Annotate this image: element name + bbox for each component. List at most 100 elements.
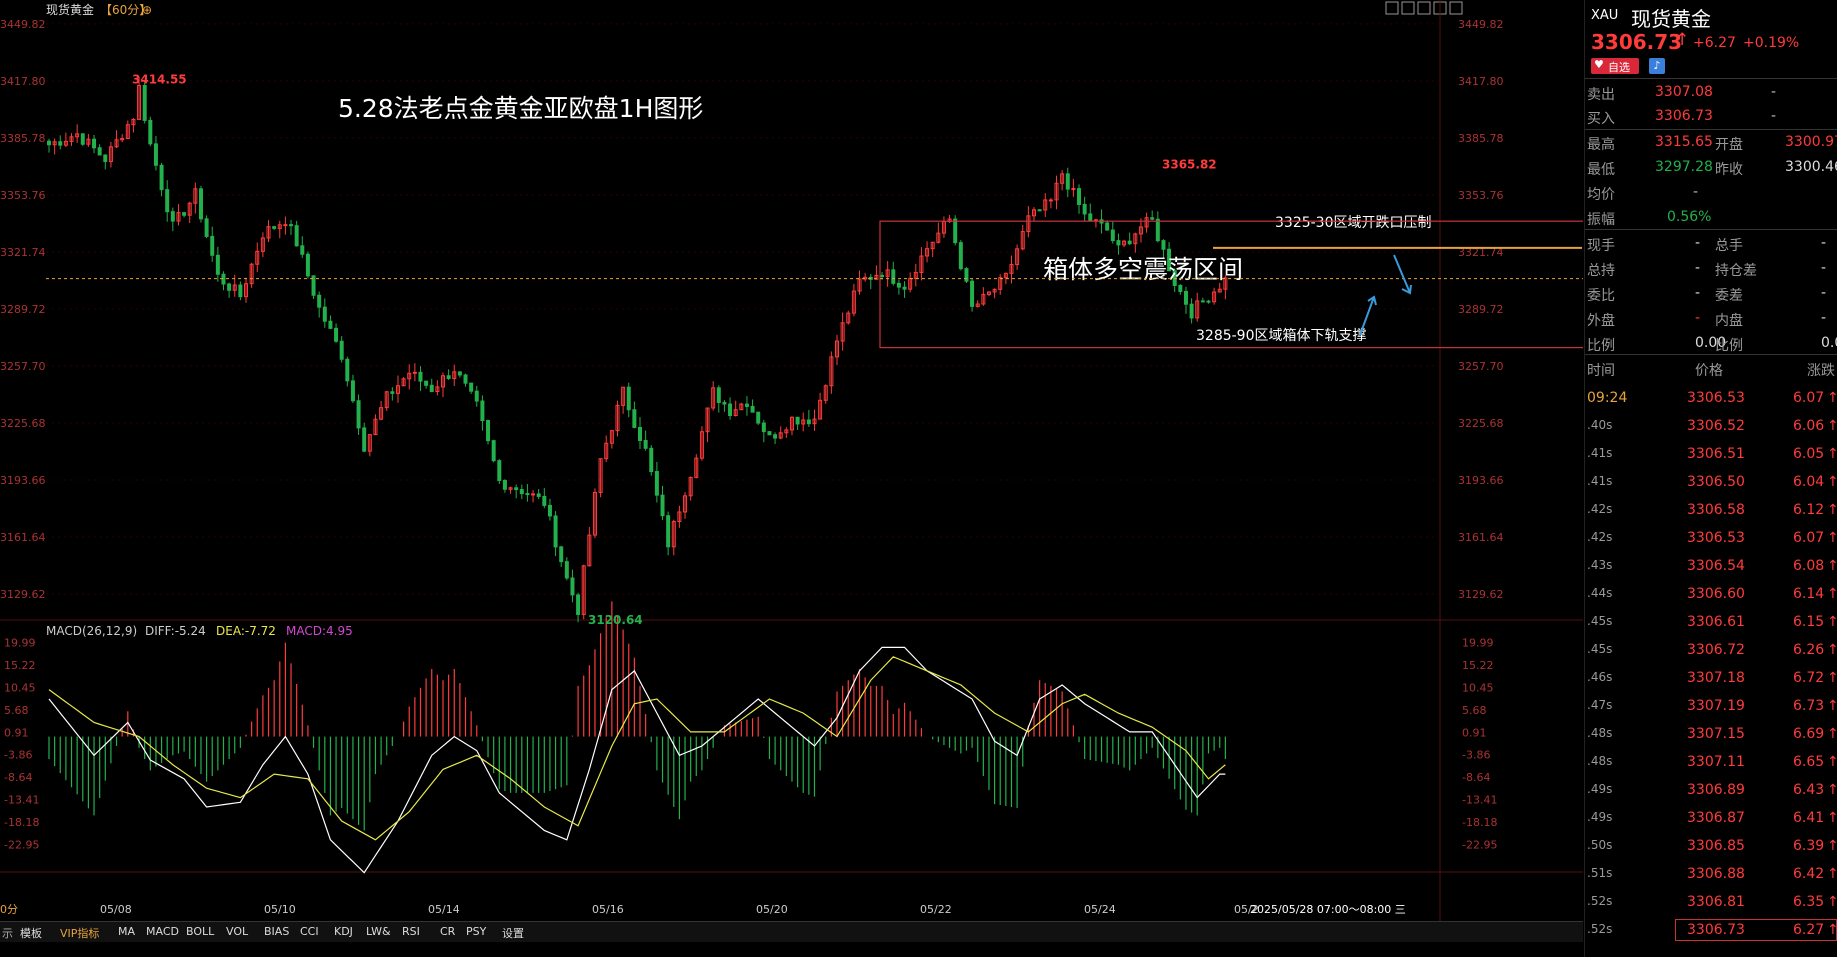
- y-tick-label-right: 3449.82: [1458, 18, 1504, 31]
- up-arrow-icon: ↑: [1827, 670, 1837, 686]
- candle-body: [587, 534, 592, 567]
- quote-field-label: 现手: [1587, 238, 1615, 254]
- toolbar-item-10[interactable]: RSI: [402, 925, 420, 938]
- toolbar-item-12[interactable]: PSY: [466, 925, 487, 938]
- tick-row: .52s 3306.81 6.35 ↑: [1585, 890, 1837, 914]
- tick-time: 09:24: [1587, 390, 1628, 406]
- price-change: +6.27: [1693, 35, 1736, 51]
- candle-body: [699, 431, 704, 459]
- tick-price: 3306.89: [1687, 782, 1745, 798]
- candle-body: [311, 275, 316, 296]
- tick-price: 3306.61: [1687, 614, 1745, 630]
- candle-body: [356, 400, 361, 429]
- tick-time: .42s: [1587, 502, 1613, 516]
- quote-field-label: 比例: [1715, 338, 1743, 354]
- up-arrow-icon: ↑: [1827, 418, 1837, 434]
- candle-body: [1133, 233, 1138, 245]
- toolbar-item-7[interactable]: CCI: [300, 925, 319, 938]
- layout-icon[interactable]: [1385, 1, 1399, 15]
- candle-body: [1082, 203, 1087, 215]
- candle-body: [244, 283, 248, 298]
- quote-field-row: 外盘 - 内盘 -: [1585, 306, 1837, 330]
- macd-tick-label-right: 10.45: [1462, 682, 1494, 695]
- tick-price: 3307.15: [1687, 726, 1745, 742]
- toolbar-item-6[interactable]: BIAS: [264, 925, 290, 938]
- candle-body: [187, 202, 192, 216]
- y-tick-label-right: 3161.64: [1458, 531, 1504, 544]
- candle-body: [711, 387, 716, 409]
- chart-tool-icons[interactable]: [1385, 1, 1463, 15]
- toolbar-item-4[interactable]: BOLL: [186, 925, 215, 938]
- candle-body: [778, 432, 783, 439]
- candle-body: [502, 479, 507, 490]
- up-arrow-icon: ↑: [1827, 838, 1837, 854]
- candle-body: [508, 487, 513, 490]
- candle-body: [80, 133, 85, 145]
- tick-row: .49s 3306.87 6.41 ↑: [1585, 806, 1837, 830]
- settings-icon[interactable]: ⊕: [142, 3, 152, 17]
- low-label: 最低: [1587, 162, 1615, 178]
- toolbar-item-8[interactable]: KDJ: [334, 925, 353, 938]
- macd-tick-label-left: 19.99: [4, 637, 36, 650]
- toolbar-item-1[interactable]: VIP指标: [60, 927, 100, 940]
- candle-body: [812, 418, 817, 425]
- watchlist-button[interactable]: ♥ 自选: [1591, 58, 1639, 74]
- high-marker-label: 3414.55: [132, 73, 187, 87]
- candle-body: [305, 253, 310, 277]
- candle-body: [998, 277, 1003, 290]
- y-tick-label-left: 3193.66: [0, 474, 46, 487]
- candle-body: [176, 212, 181, 222]
- candle-body: [367, 434, 372, 452]
- candle-body: [193, 188, 198, 204]
- candle-body: [992, 288, 997, 293]
- y-tick-label-right: 3289.72: [1458, 303, 1504, 316]
- candle-body: [395, 385, 400, 394]
- split-icon[interactable]: [1417, 1, 1431, 15]
- macd-tick-label-right: -22.95: [1462, 838, 1497, 851]
- candle-body: [108, 146, 113, 163]
- candle-body: [694, 457, 699, 478]
- toolbar-item-5[interactable]: VOL: [226, 925, 249, 938]
- y-tick-label-right: 3129.62: [1458, 588, 1504, 601]
- macd-tick-label-right: 5.68: [1462, 704, 1487, 717]
- sell-row: 卖出 3307.08 -: [1585, 80, 1837, 104]
- candle-body: [1110, 229, 1115, 242]
- bell-icon[interactable]: ♪: [1649, 58, 1665, 74]
- amp-row: 振幅 0.56%: [1585, 205, 1837, 229]
- toolbar-item-11[interactable]: CR: [440, 925, 456, 938]
- y-tick-label-right: 3257.70: [1458, 360, 1504, 373]
- candle-body: [131, 118, 136, 126]
- support-label: 3285-90区域箱体下轨支撑: [1196, 328, 1367, 344]
- toolbar-item-9[interactable]: LW&: [366, 925, 391, 938]
- candle-body: [1077, 188, 1082, 205]
- prevclose-label: 昨收: [1715, 162, 1743, 178]
- price-chart[interactable]: 现货黄金 【60分】 ⊕ 3449.82 3417.80 3385.78 3353.7…: [0, 0, 1711, 921]
- toolbar-item-2[interactable]: MA: [118, 925, 136, 938]
- toolbar-item-13[interactable]: 设置: [502, 927, 524, 940]
- buy-row: 买入 3306.73 -: [1585, 104, 1837, 128]
- up-arrow-icon: ↑: [1827, 922, 1837, 938]
- candle-body: [125, 124, 130, 140]
- high-value: 3315.65: [1655, 134, 1713, 150]
- quote-field-value: -: [1821, 285, 1827, 301]
- candle-body: [1020, 231, 1025, 250]
- window-icon[interactable]: [1449, 1, 1463, 15]
- low-value: 3297.28: [1655, 159, 1713, 175]
- grid-icon[interactable]: [1401, 1, 1415, 15]
- up-arrow-icon: ↑: [1827, 586, 1837, 602]
- last-price: 3306.73: [1591, 30, 1683, 54]
- toolbar-item-3[interactable]: MACD: [146, 925, 179, 938]
- tick-time: .43s: [1587, 558, 1613, 572]
- tick-time: .46s: [1587, 670, 1613, 684]
- tick-row: .43s 3306.54 6.08 ↑: [1585, 554, 1837, 578]
- candle-body: [350, 380, 355, 402]
- period-label[interactable]: 【60分】: [100, 3, 151, 17]
- candle-body: [210, 235, 215, 256]
- tick-row: .52s 3306.73 6.27 ↑: [1585, 918, 1837, 942]
- toolbar-item-0[interactable]: 模板: [20, 927, 42, 940]
- candle-body: [1189, 303, 1194, 319]
- up-arrow-icon: [1359, 295, 1377, 336]
- candle-body: [215, 254, 220, 275]
- macd-tick-label-right: -8.64: [1462, 771, 1490, 784]
- candle-body: [182, 212, 187, 216]
